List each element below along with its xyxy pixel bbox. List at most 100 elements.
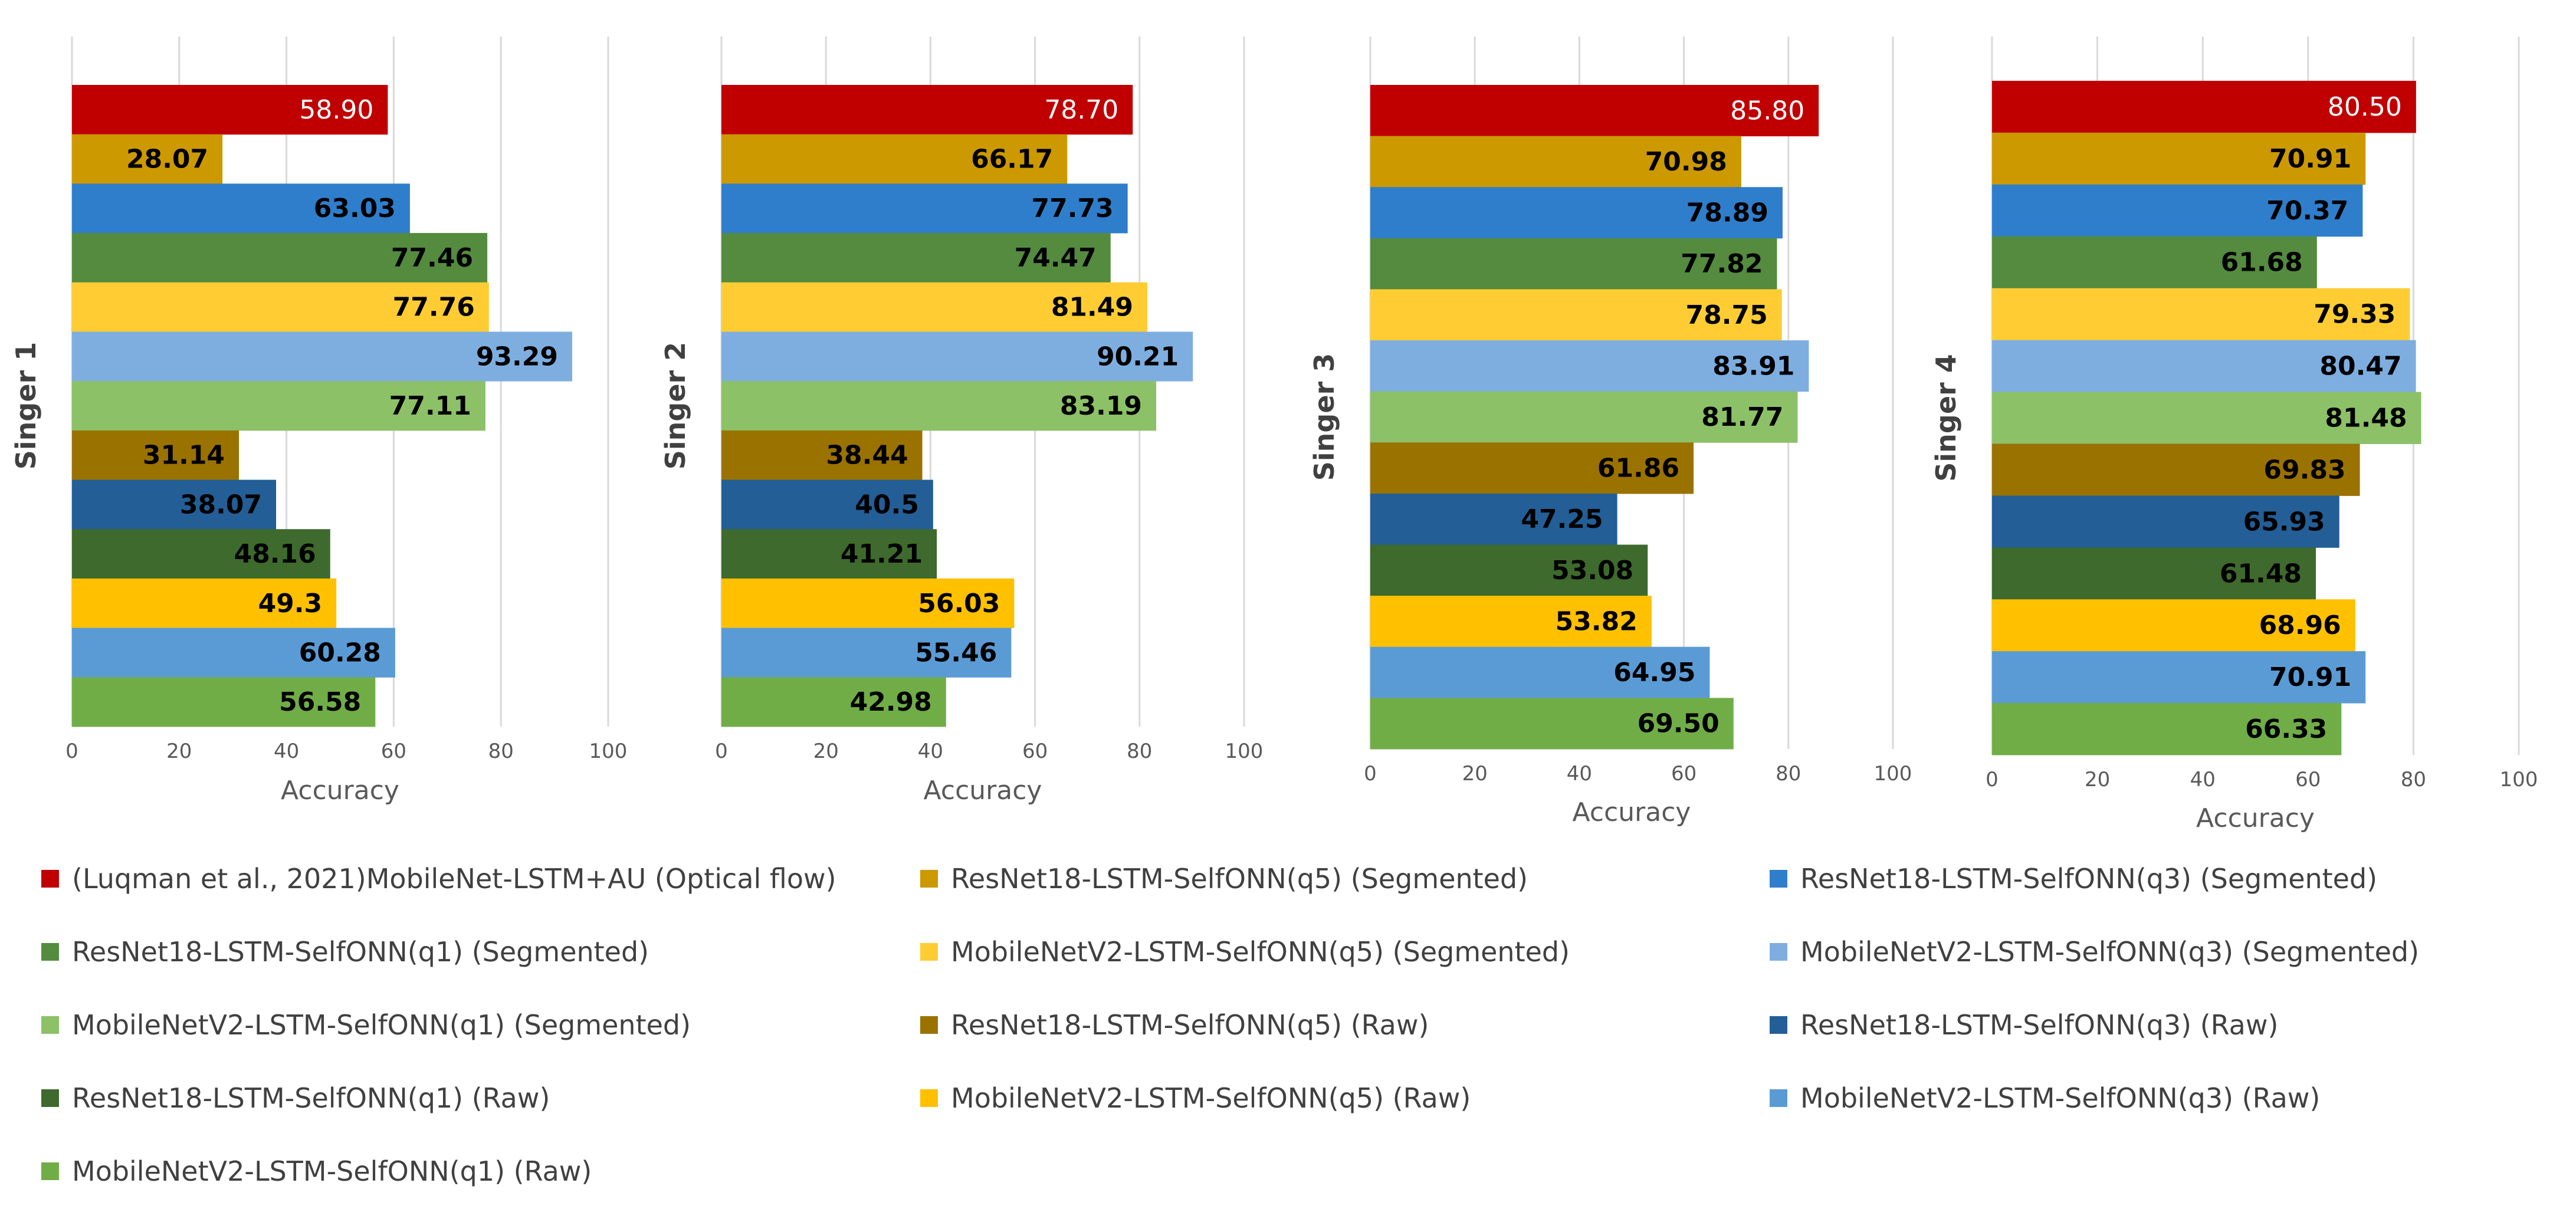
bar: [1992, 340, 2416, 393]
bar-data-label: 77.46: [391, 243, 473, 273]
bar-data-label: 77.11: [389, 391, 471, 421]
bar-data-label: 49.3: [258, 589, 323, 619]
x-tick-label: 100: [2500, 768, 2538, 791]
bar: [721, 233, 1111, 283]
bar-data-label: 53.08: [1551, 556, 1633, 586]
bar-data-label: 56.58: [279, 687, 361, 717]
bar: [721, 628, 1012, 678]
legend-label: ResNet18-LSTM-SelfONN(q3) (Segmented): [1800, 863, 2378, 895]
bar: [1992, 288, 2410, 341]
legend-label: ResNet18-LSTM-SelfONN(q1) (Segmented): [72, 936, 649, 968]
bar-data-label: 80.47: [2319, 351, 2401, 382]
bar: [721, 183, 1128, 234]
bar: [1992, 599, 2355, 652]
legend-item: (Luqman et al., 2021)MobileNet-LSTM+AU (…: [41, 861, 920, 896]
x-tick-label: 40: [2190, 768, 2216, 791]
legend-swatch: [1770, 870, 1787, 888]
bar-data-label: 83.19: [1060, 391, 1142, 421]
legend-label: MobileNetV2-LSTM-SelfONN(q3) (Segmented): [1800, 936, 2420, 968]
legend-swatch: [920, 1016, 938, 1034]
legend-item: MobileNetV2-LSTM-SelfONN(q5) (Segmented): [920, 934, 1770, 970]
bar-data-label: 41.21: [841, 539, 923, 569]
legend-item: MobileNetV2-LSTM-SelfONN(q1) (Segmented): [41, 1007, 920, 1043]
x-tick-label: 100: [589, 740, 628, 763]
legend-swatch: [920, 1089, 938, 1107]
bar: [1992, 392, 2421, 444]
bar: [72, 529, 330, 579]
bar: [72, 134, 223, 184]
bar-data-label: 81.77: [1701, 402, 1783, 432]
bar: [1992, 651, 2366, 704]
legend-swatch: [1770, 1016, 1787, 1034]
panel-title: Singer 3: [1308, 353, 1340, 481]
x-tick-label: 60: [381, 740, 406, 763]
legend-label: MobileNetV2-LSTM-SelfONN(q3) (Raw): [1800, 1082, 2321, 1114]
legend-label: ResNet18-LSTM-SelfONN(q3) (Raw): [1800, 1009, 2279, 1041]
legend-swatch: [41, 1162, 59, 1180]
bar: [1370, 187, 1783, 239]
x-tick-label: 40: [274, 740, 299, 763]
bar: [1370, 136, 1741, 188]
bar-data-label: 78.89: [1686, 198, 1768, 228]
panel-title: Singer 2: [659, 342, 691, 469]
bar: [1992, 184, 2363, 237]
bar-data-label: 85.80: [1730, 96, 1804, 126]
legend-item: MobileNetV2-LSTM-SelfONN(q5) (Raw): [920, 1080, 1770, 1116]
legend-label: (Luqman et al., 2021)MobileNet-LSTM+AU (…: [72, 863, 836, 895]
x-tick-label: 100: [1225, 740, 1264, 763]
bar-data-label: 64.95: [1613, 658, 1695, 688]
bar: [72, 677, 376, 727]
x-tick-label: 40: [1567, 762, 1592, 786]
bar: [72, 578, 337, 629]
bar-data-label: 80.50: [2328, 92, 2402, 122]
bar-data-label: 81.48: [2325, 403, 2407, 433]
bar: [72, 430, 239, 481]
legend-label: ResNet18-LSTM-SelfONN(q1) (Raw): [72, 1082, 550, 1114]
legend-item: ResNet18-LSTM-SelfONN(q5) (Segmented): [920, 861, 1770, 896]
x-tick-label: 20: [1462, 762, 1488, 786]
legend-label: ResNet18-LSTM-SelfONN(q5) (Raw): [951, 1009, 1429, 1041]
bar-data-label: 66.33: [2245, 714, 2327, 744]
bar: [1370, 391, 1798, 443]
bar-data-label: 66.17: [971, 144, 1053, 175]
bar: [72, 183, 410, 234]
bar: [72, 628, 395, 678]
x-tick-label: 0: [1364, 762, 1377, 786]
bar-data-label: 79.33: [2314, 300, 2395, 330]
legend: (Luqman et al., 2021)MobileNet-LSTM+AU (…: [41, 861, 2519, 1189]
legend-label: ResNet18-LSTM-SelfONN(q5) (Segmented): [951, 863, 1528, 895]
chart: 0 20 40 60 80 100 Accuracy Singer 1 58.90 28.07 63…: [10, 37, 2538, 833]
bar: [1992, 547, 2316, 600]
legend-swatch: [41, 870, 59, 888]
bar-data-label: 38.44: [826, 441, 908, 471]
x-tick-label: 80: [1127, 740, 1152, 763]
bar: [72, 381, 485, 431]
bar-data-label: 77.73: [1032, 193, 1114, 224]
x-tick-label: 0: [1986, 768, 1999, 791]
bar: [72, 479, 277, 530]
bar: [1992, 132, 2366, 185]
bar: [72, 233, 488, 283]
bar: [721, 331, 1193, 382]
bar-data-label: 48.16: [234, 539, 316, 569]
bar: [72, 331, 573, 382]
legend-label: MobileNetV2-LSTM-SelfONN(q5) (Raw): [951, 1082, 1471, 1114]
bar: [721, 85, 1133, 135]
bar: [1370, 646, 1710, 698]
legend-label: MobileNetV2-LSTM-SelfONN(q1) (Raw): [72, 1155, 592, 1187]
bar: [721, 677, 946, 727]
bar-data-label: 93.29: [476, 341, 558, 372]
bar-data-label: 74.47: [1015, 243, 1097, 273]
legend-label: MobileNetV2-LSTM-SelfONN(q5) (Segmented): [951, 936, 1570, 968]
bar-data-label: 61.68: [2221, 248, 2303, 278]
x-axis-title: Accuracy: [281, 776, 399, 806]
bar-data-label: 81.49: [1051, 293, 1133, 323]
x-tick-label: 20: [813, 740, 839, 763]
bar: [721, 529, 937, 579]
x-tick-label: 60: [2295, 768, 2321, 791]
bar-data-label: 42.98: [850, 687, 932, 717]
bar-data-label: 55.46: [915, 638, 997, 668]
bar: [1370, 698, 1734, 750]
x-tick-label: 0: [715, 740, 728, 763]
bar-data-label: 28.07: [126, 144, 208, 175]
